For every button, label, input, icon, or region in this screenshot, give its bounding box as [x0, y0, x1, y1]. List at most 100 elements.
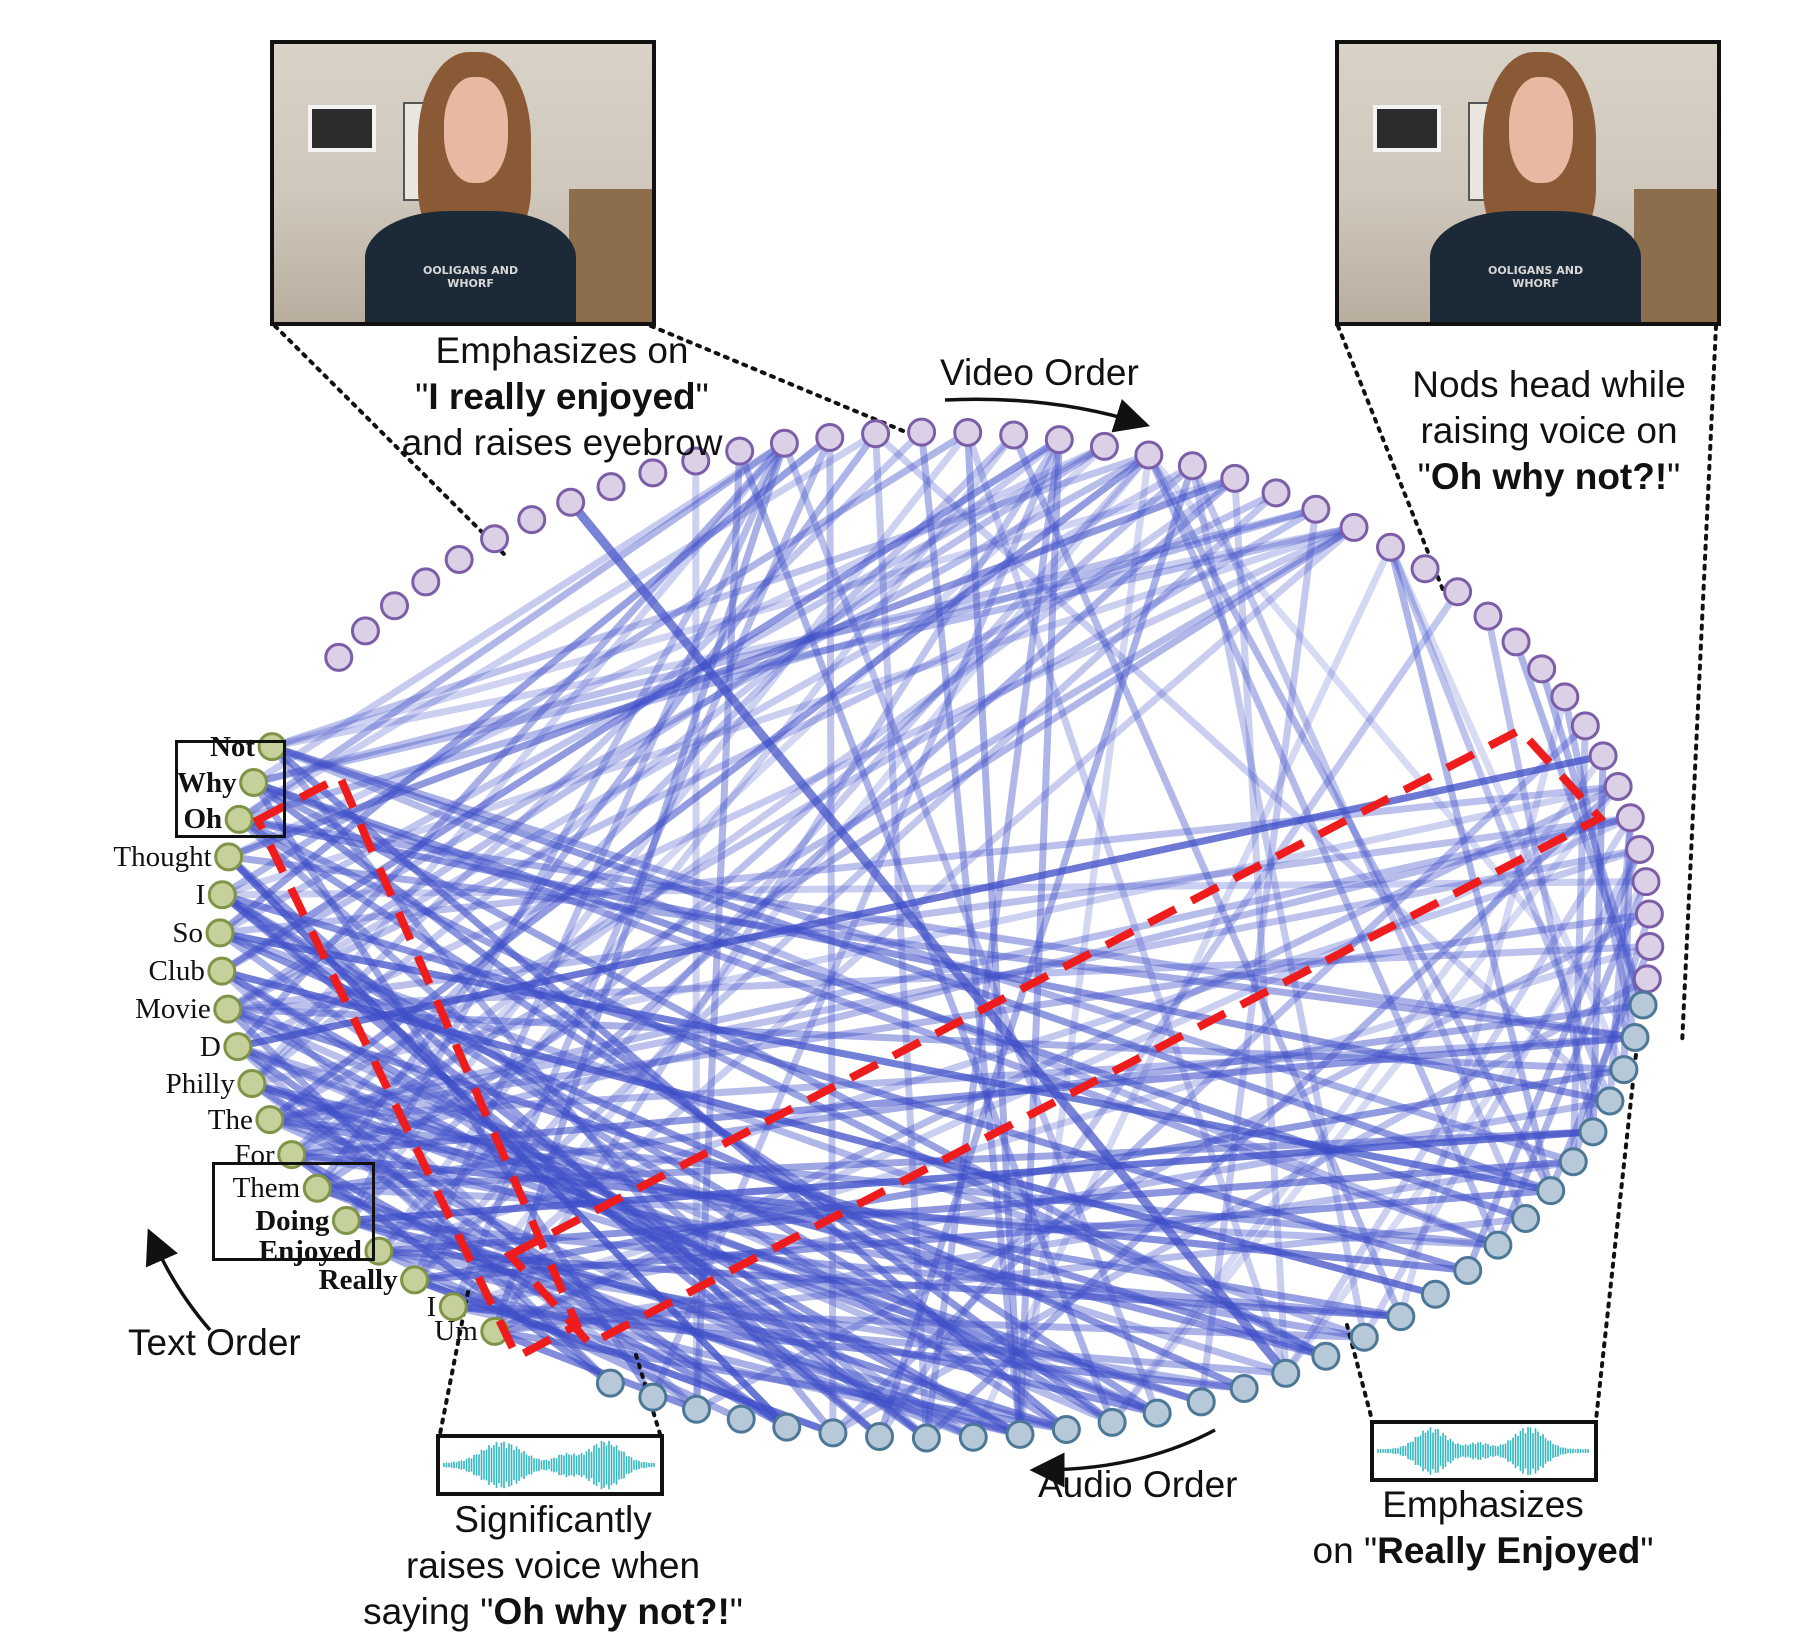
highlight-boxes	[252, 725, 1607, 1363]
attention-edge	[250, 439, 788, 787]
text-word-label: Doing	[255, 1204, 330, 1237]
caption-top-right: Nods head while raising voice on "Oh why…	[1412, 364, 1686, 497]
video-node	[1410, 554, 1440, 584]
attention-edge	[218, 891, 1070, 1433]
audio-node	[1595, 1086, 1625, 1116]
attention-edge	[1387, 543, 1628, 1074]
text-node	[302, 1173, 332, 1203]
speaker-shirt	[1429, 210, 1642, 322]
video-node	[953, 418, 983, 448]
zoom-connector	[1594, 1043, 1639, 1422]
attention-edge	[235, 815, 1614, 1105]
audio-node	[1578, 1117, 1608, 1147]
attention-edge	[1145, 451, 1639, 1042]
text-node	[205, 918, 235, 948]
video-node	[1134, 440, 1164, 470]
attention-edge	[288, 474, 1239, 1159]
text-word-label: Movie	[135, 993, 211, 1026]
text-node	[277, 1140, 307, 1170]
video-frame-right: OOLIGANS AND WHORF	[1335, 40, 1721, 326]
video-node	[379, 591, 409, 621]
video-node	[480, 524, 510, 554]
video-node	[556, 487, 586, 517]
audio-node	[726, 1404, 756, 1434]
video-node	[1527, 654, 1557, 684]
audio-node	[1186, 1387, 1216, 1417]
audio-node	[1386, 1302, 1416, 1332]
attention-edge	[1606, 814, 1634, 1105]
audio-node	[958, 1422, 988, 1452]
attention-edge	[491, 1215, 1530, 1335]
attention-edge	[1188, 462, 1368, 1341]
attention-edge	[224, 442, 1108, 1013]
zoom-connector	[273, 324, 507, 557]
attention-edge	[248, 783, 1622, 1088]
attention-edge	[876, 462, 1196, 1440]
attention-edge	[250, 779, 1502, 1249]
video-node	[596, 472, 626, 502]
attention-edge	[566, 497, 1291, 1378]
zoom-connector	[1345, 1323, 1374, 1422]
attention-edge	[491, 1158, 1577, 1335]
attention-edge	[313, 1184, 1502, 1249]
audio-node	[1511, 1204, 1541, 1234]
attention-edge	[268, 474, 1239, 751]
attention-edge	[922, 783, 1622, 1442]
speaker-shirt	[364, 210, 577, 322]
attention-edge	[449, 1097, 1614, 1311]
audio-node	[595, 1368, 625, 1398]
attention-edge	[375, 1158, 1577, 1255]
audio-node	[1311, 1341, 1341, 1371]
video-node	[1301, 494, 1331, 524]
video-node	[1570, 711, 1600, 741]
video-node	[324, 642, 354, 672]
text-word-label: Them	[232, 1172, 301, 1205]
text-word-label: Thought	[113, 840, 212, 873]
attention-edge	[411, 1187, 1555, 1284]
audio-node	[911, 1423, 941, 1453]
video-node	[1177, 451, 1207, 481]
caption-top-left: Emphasizes on "I really enjoyed" and rai…	[401, 330, 723, 463]
text-word-label: Philly	[165, 1067, 235, 1100]
attention-edge	[342, 1217, 1161, 1417]
video-order-arrow	[944, 397, 1151, 433]
text-node	[237, 1069, 267, 1099]
attention-edge	[235, 439, 788, 823]
video-node	[861, 419, 891, 449]
video-frame-left: OOLIGANS AND WHORF	[270, 40, 656, 326]
video-node	[1625, 835, 1655, 865]
attention-edge	[449, 1303, 1368, 1341]
audio-node	[1558, 1147, 1588, 1177]
attention-edge	[268, 523, 1358, 751]
caption-bottom-left: Significantly raises voice when saying "…	[363, 1499, 743, 1632]
attention-edge	[491, 814, 1634, 1335]
text-word-label: Really	[318, 1263, 398, 1296]
shirt-text: OOLIGANS AND WHORF	[1487, 263, 1584, 290]
attention-edge	[216, 433, 834, 937]
order-arrows	[145, 397, 1216, 1488]
attention-edge	[449, 1303, 1248, 1393]
video-node	[411, 567, 441, 597]
attention-edge	[342, 1128, 1597, 1225]
attention-edge	[235, 505, 1320, 823]
audio-order-arrow	[1029, 1428, 1216, 1488]
attention-edge	[1145, 451, 1555, 1195]
audio-node	[1536, 1176, 1566, 1206]
attention-edge	[268, 451, 1153, 751]
wall-picture	[308, 105, 377, 153]
attention-edge	[1569, 722, 1589, 1166]
attention-edge	[313, 1001, 1647, 1192]
video-node	[1443, 577, 1473, 607]
zoom-connector	[1680, 324, 1718, 1047]
video-node	[1603, 772, 1633, 802]
attention-edge	[225, 474, 1239, 861]
text-node	[207, 880, 237, 910]
speaker-face	[444, 77, 509, 183]
attention-edge	[288, 523, 1358, 1159]
highlight-audio-to-video	[503, 725, 1607, 1349]
cross-modal-edges-dark	[216, 497, 1647, 1442]
text-word-label: Club	[148, 955, 205, 988]
attention-edge	[313, 1128, 1597, 1192]
attention-edge	[826, 433, 837, 1437]
attention-edge	[218, 967, 1439, 1298]
